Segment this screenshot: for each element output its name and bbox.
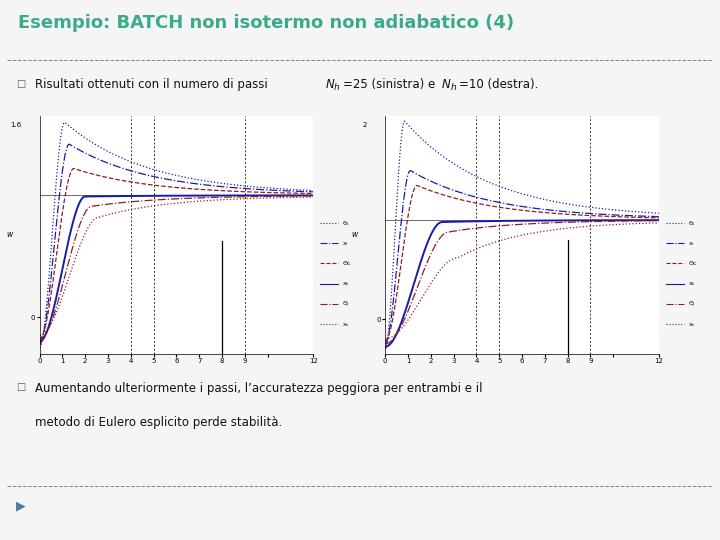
- Text: xᵣ: xᵣ: [688, 241, 694, 246]
- Text: θ₁: θ₁: [343, 220, 349, 226]
- Text: Θᴄ: Θᴄ: [688, 261, 697, 266]
- Text: xₕ: xₕ: [343, 281, 349, 286]
- Text: Risultati ottenuti con il numero di passi: Risultati ottenuti con il numero di pass…: [35, 78, 271, 91]
- Text: Esempio: BATCH non isotermo non adiabatico (4): Esempio: BATCH non isotermo non adiabati…: [18, 14, 514, 32]
- Text: xᵣ: xᵣ: [343, 241, 348, 246]
- Text: □: □: [16, 79, 25, 89]
- Text: w: w: [6, 231, 12, 239]
- Text: h: h: [334, 83, 340, 92]
- Text: Θⱼ: Θⱼ: [343, 301, 349, 306]
- Text: 2: 2: [363, 122, 367, 128]
- Text: Θⱼ: Θⱼ: [688, 301, 695, 306]
- Text: ▶: ▶: [16, 499, 25, 512]
- Text: Aumentando ulteriormente i passi, l’accuratezza peggiora per entrambi e il: Aumentando ulteriormente i passi, l’accu…: [35, 382, 482, 395]
- Text: θ₁: θ₁: [688, 220, 695, 226]
- Text: h: h: [451, 83, 456, 92]
- Text: metodo di Eulero esplicito perde stabilità.: metodo di Eulero esplicito perde stabili…: [35, 416, 282, 429]
- Text: N: N: [442, 78, 451, 91]
- Text: w: w: [351, 231, 358, 239]
- Text: Θᴄ: Θᴄ: [343, 261, 351, 266]
- Text: 1.6: 1.6: [10, 122, 22, 128]
- Text: N: N: [325, 78, 334, 91]
- Text: xₙ: xₙ: [343, 321, 349, 327]
- Text: xₕ: xₕ: [688, 281, 695, 286]
- Text: =25 (sinistra) e: =25 (sinistra) e: [343, 78, 438, 91]
- Text: □: □: [16, 382, 25, 393]
- Text: xₙ: xₙ: [688, 321, 695, 327]
- Text: =10 (destra).: =10 (destra).: [459, 78, 539, 91]
